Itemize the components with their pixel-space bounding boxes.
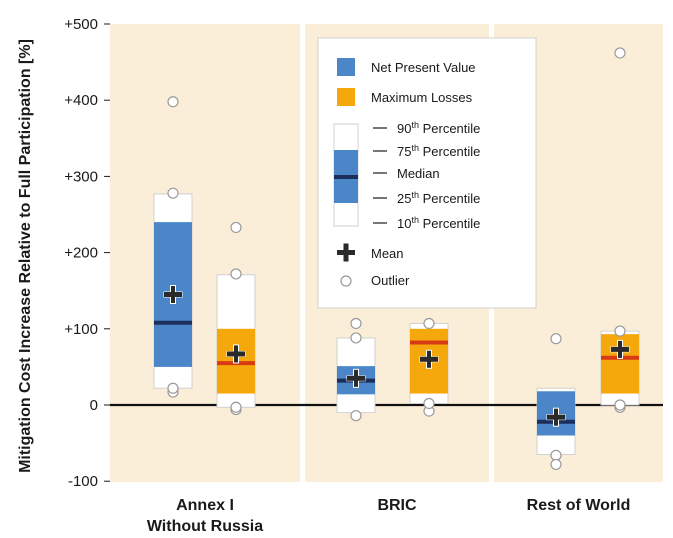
category-label: Rest of World [527,497,631,514]
outlier-point [230,268,242,280]
y-tick-label: -100 [68,473,98,490]
legend-series-label: Net Present Value [371,60,476,75]
y-tick-label: +200 [64,245,98,262]
outlier-point [614,47,626,59]
legend-percentile-label: 10th Percentile [397,215,480,231]
outlier-point [350,317,362,330]
outlier-point [423,397,435,410]
boxes [153,47,640,471]
box-0-1 [216,221,256,416]
legend-percentile-label: 75th Percentile [397,143,480,159]
legend-mean-marker [337,243,355,262]
mean-marker [546,407,566,427]
mean-marker [610,339,630,359]
category-label: BRIC [377,497,417,514]
box-0-0 [153,96,193,398]
outlier-point [167,187,179,199]
outlier-point [230,401,242,413]
outlier-point [550,333,562,345]
outlier-point [230,221,242,234]
legend-outlier-label: Outlier [371,273,410,288]
box-2-0 [536,333,576,471]
y-tick-label: +500 [64,16,98,33]
legend-percentile-label: 25th Percentile [397,190,480,206]
x-axis: Annex I Without Russia BRIC Rest of World [147,497,631,535]
panel-1 [110,24,300,482]
category-label: Annex I [176,497,234,514]
box-1-0 [336,317,376,422]
mean-marker [163,285,183,305]
y-tick-label: +300 [64,168,98,185]
outlier-point [350,332,362,344]
y-axis: +500 +400 +300 +200 +100 0 -100 [64,16,110,490]
legend-percentile-label: 90th Percentile [397,120,480,136]
outlier-point [167,382,179,394]
y-axis-label: Mitigation Cost Increase Relative to Ful… [17,39,34,473]
legend: Net Present Value Maximum Losses 90th Perc… [317,37,537,309]
outlier-point [550,449,562,461]
legend-percentile-label: Median [397,166,440,181]
box-1-1 [409,317,449,417]
outlier-point [423,317,435,330]
y-tick-label: +100 [64,321,98,338]
mean-marker [419,349,439,369]
legend-swatch [337,88,355,106]
box-2-1 [600,47,640,413]
legend-swatch [337,58,355,76]
legend-mean-label: Mean [371,246,404,261]
legend-outlier-marker [340,275,352,287]
mean-marker [226,344,246,364]
outlier-point [550,458,562,471]
legend-series-label: Maximum Losses [371,90,473,105]
category-label-line2: Without Russia [147,518,263,535]
y-tick-label: 0 [90,397,98,414]
outlier-point [350,410,362,422]
outlier-point [167,96,179,108]
outlier-point [614,399,626,411]
mean-marker [346,368,366,388]
outlier-point [614,325,626,337]
y-tick-label: +400 [64,92,98,109]
